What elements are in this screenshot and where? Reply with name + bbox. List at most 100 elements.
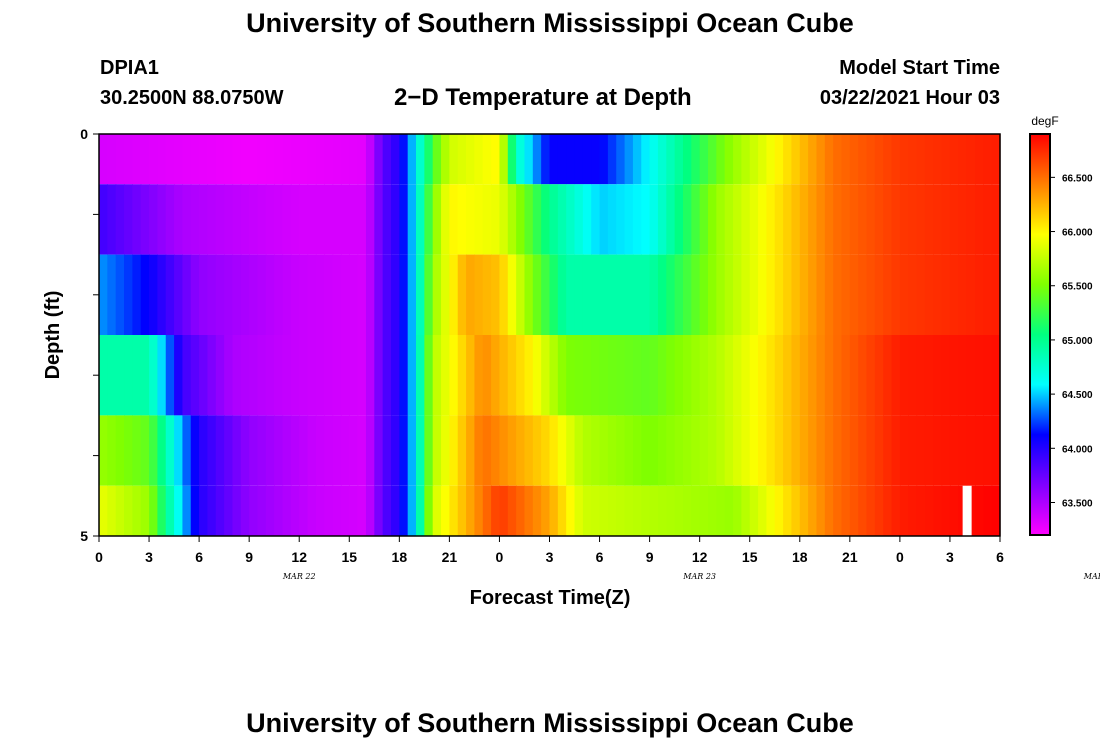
heatmap-cell (632, 254, 642, 335)
heatmap-cell (474, 335, 484, 416)
heatmap-cell (224, 485, 234, 536)
heatmap-cell (240, 254, 250, 335)
heatmap-cell (708, 485, 717, 536)
heatmap-cell (616, 335, 626, 416)
heatmap-cell (165, 134, 175, 185)
heatmap-cell (983, 134, 993, 185)
heatmap-cell (883, 485, 893, 536)
heatmap-cell (974, 184, 984, 255)
x-tick-label: 3 (946, 549, 954, 565)
heatmap-cell (991, 335, 1001, 416)
heatmap-cell (349, 415, 359, 486)
heatmap-cell (783, 184, 793, 255)
heatmap-cell (799, 335, 809, 416)
heatmap-cell (215, 254, 225, 335)
heatmap-cell (691, 134, 701, 185)
heatmap-cell (165, 485, 175, 536)
heatmap-cell (282, 134, 292, 185)
heatmap-cell (449, 335, 459, 416)
heatmap-cell (833, 254, 843, 335)
heatmap-cell (582, 415, 592, 486)
heatmap-cell (991, 415, 1001, 486)
heatmap-cell (808, 254, 818, 335)
heatmap-cell (858, 335, 868, 416)
heatmap-cell (507, 184, 517, 255)
heatmap-cell (549, 254, 559, 335)
heatmap-cell (916, 134, 926, 185)
x-tick-label: 6 (195, 549, 203, 565)
heatmap-cell (240, 335, 250, 416)
heatmap-cell (566, 254, 576, 335)
heatmap-cell (899, 254, 909, 335)
heatmap-cell (224, 415, 234, 486)
heatmap-cell (849, 134, 859, 185)
heatmap-cell (466, 415, 476, 486)
heatmap-cell (516, 184, 526, 255)
heatmap-cell (824, 134, 834, 185)
heatmap-cell (382, 254, 392, 335)
heatmap-cell (290, 485, 300, 536)
heatmap-cell (499, 335, 509, 416)
heatmap-cell (758, 485, 767, 536)
heatmap-cell (783, 254, 793, 335)
heatmap-cell (332, 335, 342, 416)
heatmap-cell (441, 254, 450, 335)
heatmap-cell (733, 134, 742, 185)
heatmap-cell (766, 134, 776, 185)
heatmap-cell (699, 134, 709, 185)
heatmap-cell (332, 415, 342, 486)
heatmap-cell (541, 485, 551, 536)
heatmap-cell (799, 254, 809, 335)
heatmap-cell (541, 134, 551, 185)
heatmap-cell (315, 184, 325, 255)
heatmap-cell (449, 184, 459, 255)
x-tick-label: 6 (596, 549, 604, 565)
heatmap-cell (724, 184, 734, 255)
heatmap-cell (382, 184, 392, 255)
heatmap-cell (899, 184, 909, 255)
heatmap-cell (958, 184, 968, 255)
y-tick-label: 5 (80, 528, 88, 544)
heatmap-cell (457, 335, 467, 416)
heatmap-cell (833, 485, 843, 536)
heatmap-cell (733, 335, 742, 416)
heatmap-cell (124, 184, 133, 255)
heatmap-cell (474, 184, 484, 255)
heatmap-cell (607, 415, 617, 486)
heatmap-cell (474, 134, 484, 185)
heatmap-cell (382, 485, 392, 536)
heatmap-cell (891, 254, 901, 335)
heatmap-cell (432, 335, 442, 416)
heatmap-cell (274, 335, 284, 416)
footer-title: University of Southern Mississippi Ocean… (246, 708, 854, 738)
heatmap-cell (107, 134, 117, 185)
heatmap-cell (624, 184, 634, 255)
heatmap-cell (491, 335, 501, 416)
heatmap-cell (507, 134, 517, 185)
heatmap-cell (849, 485, 859, 536)
heatmap-cell (441, 184, 450, 255)
heatmap-cell (933, 415, 943, 486)
heatmap-cell (674, 485, 684, 536)
heatmap-cell (674, 134, 684, 185)
heatmap-cell (140, 485, 150, 536)
heatmap-cell (682, 415, 692, 486)
heatmap-cell (332, 485, 342, 536)
colorbar-tick-label: 63.500 (1062, 498, 1093, 509)
heatmap-cell (232, 485, 242, 536)
heatmap-cell (958, 335, 968, 416)
heatmap-cell (916, 184, 926, 255)
heatmap-cell (616, 134, 626, 185)
colorbar: degF 63.500 64.000 64.500 65.000 65.500 66.00… (1029, 114, 1093, 536)
heatmap-cell (349, 184, 359, 255)
heatmap-cell (407, 134, 417, 185)
heatmap-cell (749, 254, 759, 335)
heatmap-cell (349, 335, 359, 416)
heatmap-cell (215, 335, 225, 416)
heatmap-cell (416, 335, 425, 416)
heatmap-cell (441, 415, 450, 486)
heatmap-cell (983, 184, 993, 255)
colorbar-tick-label: 64.500 (1062, 390, 1093, 401)
heatmap-cell (215, 134, 225, 185)
